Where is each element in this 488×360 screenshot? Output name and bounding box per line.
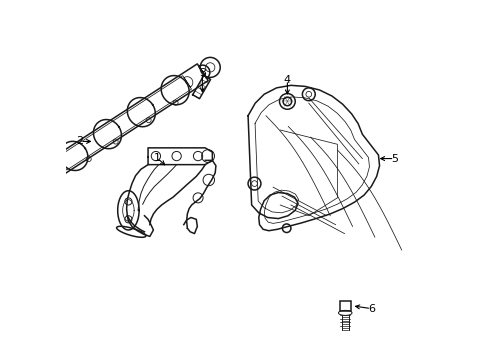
Text: 6: 6: [367, 303, 374, 314]
Text: 2: 2: [77, 136, 83, 147]
Text: 3: 3: [199, 68, 205, 78]
Text: 1: 1: [153, 153, 160, 163]
Text: 4: 4: [283, 75, 290, 85]
Text: 5: 5: [390, 154, 397, 163]
